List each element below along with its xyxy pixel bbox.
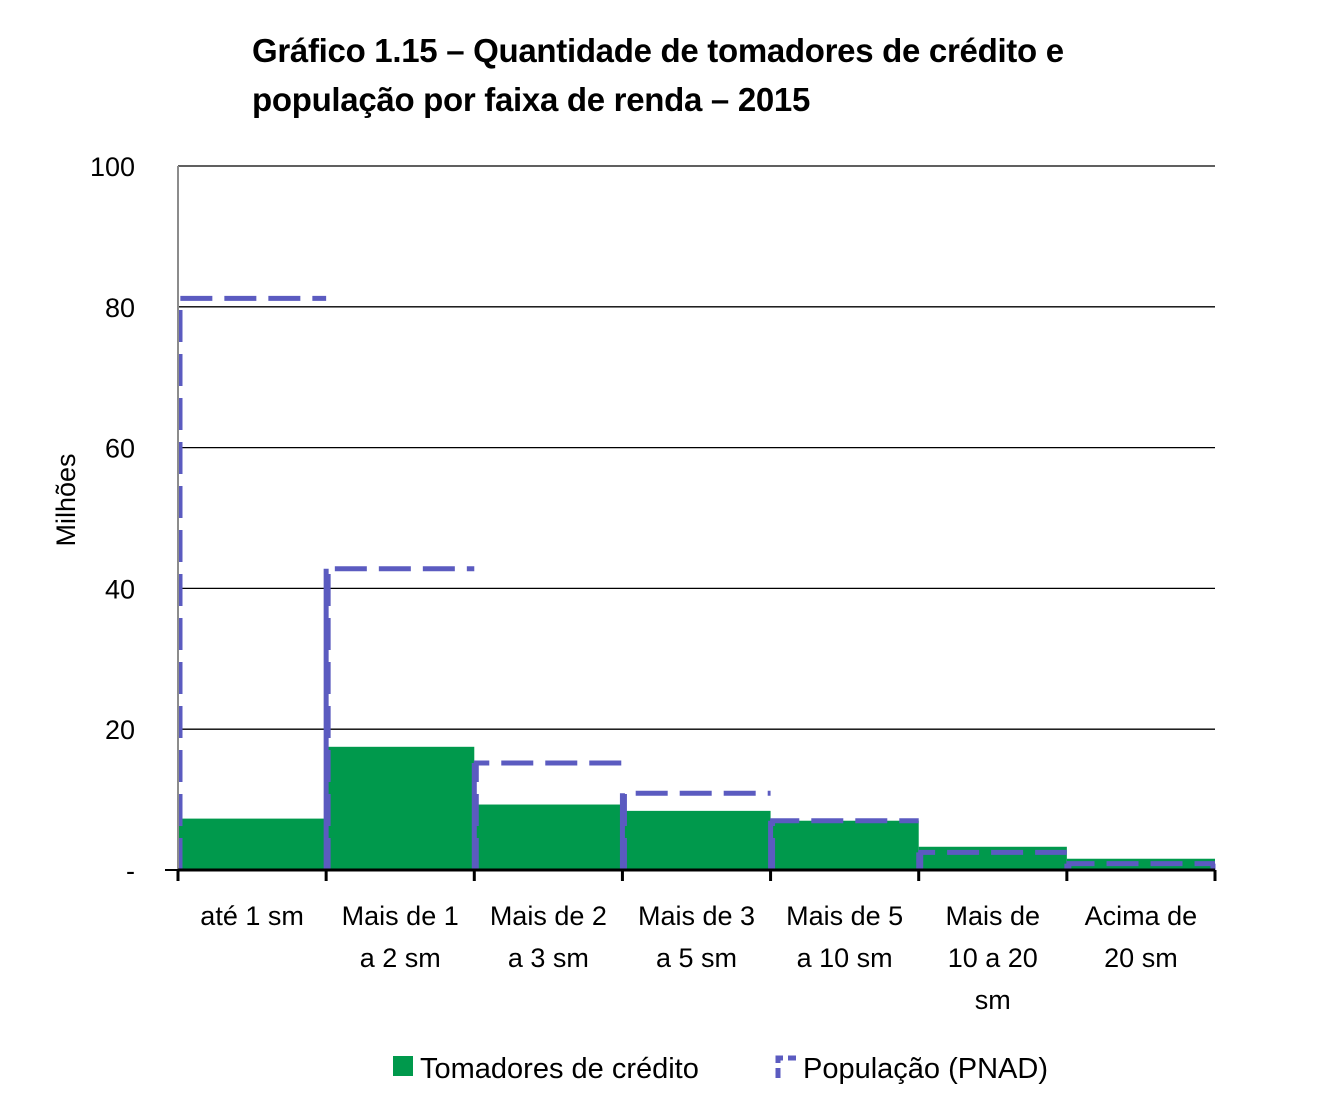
x-category-label: sm	[975, 985, 1011, 1015]
y-tick-label: 20	[105, 715, 135, 745]
x-category-label: Mais de 2	[490, 901, 607, 931]
populacao-steps	[177, 295, 1216, 870]
x-category-label: a 5 sm	[656, 943, 737, 973]
legend-label-populacao: População (PNAD)	[803, 1053, 1048, 1085]
tomadores-bars	[178, 746, 1215, 870]
chart-title-line-2: população por faixa de renda – 2015	[252, 81, 811, 118]
bar-tomadores	[770, 820, 919, 870]
x-category-label: a 10 sm	[797, 943, 893, 973]
gridlines	[178, 165, 1215, 730]
y-tick-label: 40	[105, 574, 135, 604]
bar-tomadores	[1066, 858, 1215, 870]
legend: Tomadores de crédito População (PNAD)	[393, 1053, 1048, 1085]
y-axis-title: Milhões	[51, 453, 81, 546]
legend-swatch-populacao	[775, 1055, 796, 1078]
x-category-label: 20 sm	[1104, 943, 1178, 973]
tick-labels: - 20 40 60 80 100 até 1 sm Mais de 1 a 2 sm Mais …	[90, 152, 1197, 1015]
bar-tomadores	[622, 810, 771, 870]
bar-tomadores	[178, 818, 327, 870]
x-category-label: Mais de 5	[786, 901, 903, 931]
x-category-label: a 3 sm	[508, 943, 589, 973]
bar-tomadores	[326, 746, 475, 870]
x-category-label: Mais de 3	[638, 901, 755, 931]
y-tick-label: 60	[105, 434, 135, 464]
legend-swatch-tomadores	[393, 1056, 413, 1076]
x-category-label: Mais de	[946, 901, 1041, 931]
x-category-label: Acima de	[1085, 901, 1198, 931]
y-tick-label: -	[126, 856, 135, 886]
legend-label-tomadores: Tomadores de crédito	[420, 1053, 699, 1085]
x-category-label: Mais de 1	[342, 901, 459, 931]
bar-tomadores	[474, 804, 623, 870]
x-category-label: 10 a 20	[948, 943, 1038, 973]
chart-title-line-1: Gráfico 1.15 – Quantidade de tomadores d…	[252, 32, 1064, 69]
axes	[165, 166, 1217, 881]
x-category-label: até 1 sm	[200, 901, 304, 931]
step-top-populacao	[177, 295, 327, 870]
x-category-label: a 2 sm	[360, 943, 441, 973]
chart-title: Gráfico 1.15 – Quantidade de tomadores d…	[252, 26, 1252, 124]
y-tick-label: 80	[105, 293, 135, 323]
y-tick-label: 100	[90, 152, 135, 182]
